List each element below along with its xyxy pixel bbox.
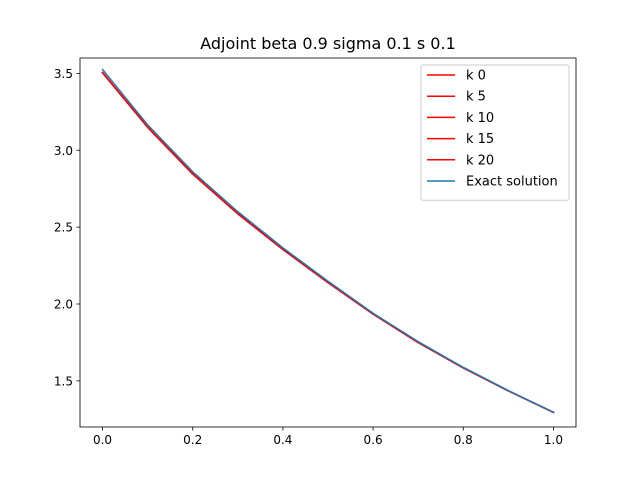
- y-tick-label: 2.0: [54, 298, 73, 312]
- series-line-5: [101, 68, 555, 414]
- legend-label: k 10: [466, 111, 494, 126]
- legend-label: k 15: [466, 132, 494, 147]
- x-tick-label: 0.2: [183, 433, 202, 447]
- x-tick-label: 0.8: [454, 433, 473, 447]
- y-tick-label: 3.5: [54, 67, 73, 81]
- legend: k 0 k 5 k 10 k 15 k 20 Exact solution: [420, 64, 570, 201]
- legend-label: Exact solution: [466, 175, 558, 190]
- chart-title: Adjoint beta 0.9 sigma 0.1 s 0.1: [200, 34, 456, 53]
- plot-area-frame: [79, 57, 577, 428]
- y-tick-label: 1.5: [54, 374, 73, 388]
- x-tick-label: 0.4: [273, 433, 292, 447]
- legend-label: k 20: [466, 153, 494, 168]
- x-tick-label: 0.6: [364, 433, 383, 447]
- series-lines: [101, 68, 555, 414]
- legend-label: k 0: [466, 69, 486, 84]
- x-axis-ticks: 0.0 0.2 0.4 0.6 0.8 1.0: [93, 427, 563, 447]
- y-tick-label: 3.0: [54, 144, 73, 158]
- legend-label: k 5: [466, 90, 486, 105]
- x-tick-label: 1.0: [544, 433, 563, 447]
- y-tick-label: 2.5: [54, 221, 73, 235]
- x-tick-label: 0.0: [93, 433, 112, 447]
- y-axis-ticks: 1.5 2.0 2.5 3.0 3.5: [54, 67, 80, 388]
- legend-frame: [420, 64, 570, 201]
